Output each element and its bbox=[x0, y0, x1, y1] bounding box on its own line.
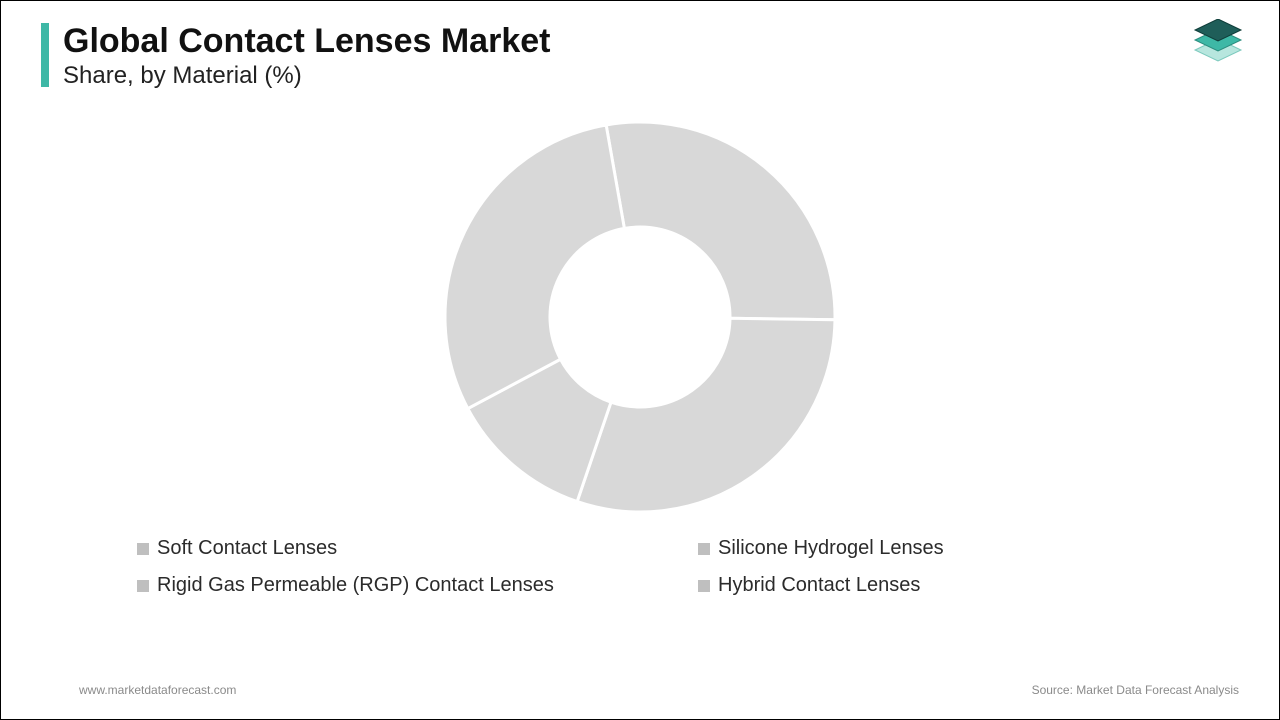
legend-label: Hybrid Contact Lenses bbox=[718, 574, 920, 597]
stacked-layers-icon bbox=[1193, 19, 1243, 69]
legend-label: Rigid Gas Permeable (RGP) Contact Lenses bbox=[157, 574, 554, 597]
donut-chart-container bbox=[1, 117, 1279, 517]
header: Global Contact Lenses Market Share, by M… bbox=[1, 1, 1279, 91]
footer-source: Source: Market Data Forecast Analysis bbox=[1032, 683, 1239, 697]
brand-logo bbox=[1193, 19, 1243, 69]
legend-item: Rigid Gas Permeable (RGP) Contact Lenses bbox=[137, 574, 638, 597]
footer-url: www.marketdataforecast.com bbox=[79, 683, 236, 697]
legend-label: Soft Contact Lenses bbox=[157, 537, 337, 560]
legend-label: Silicone Hydrogel Lenses bbox=[718, 537, 944, 560]
title-block: Global Contact Lenses Market Share, by M… bbox=[63, 23, 550, 91]
accent-bar bbox=[41, 23, 49, 87]
chart-frame: Global Contact Lenses Market Share, by M… bbox=[0, 0, 1280, 720]
legend-item: Silicone Hydrogel Lenses bbox=[698, 537, 1199, 560]
legend-item: Soft Contact Lenses bbox=[137, 537, 638, 560]
page-title: Global Contact Lenses Market bbox=[63, 23, 550, 60]
legend-swatch-icon bbox=[698, 543, 710, 555]
page-subtitle: Share, by Material (%) bbox=[63, 62, 550, 91]
legend-swatch-icon bbox=[137, 543, 149, 555]
legend-swatch-icon bbox=[698, 580, 710, 592]
donut-chart bbox=[440, 117, 840, 517]
chart-legend: Soft Contact Lenses Silicone Hydrogel Len… bbox=[1, 517, 1279, 597]
legend-item: Hybrid Contact Lenses bbox=[698, 574, 1199, 597]
legend-swatch-icon bbox=[137, 580, 149, 592]
